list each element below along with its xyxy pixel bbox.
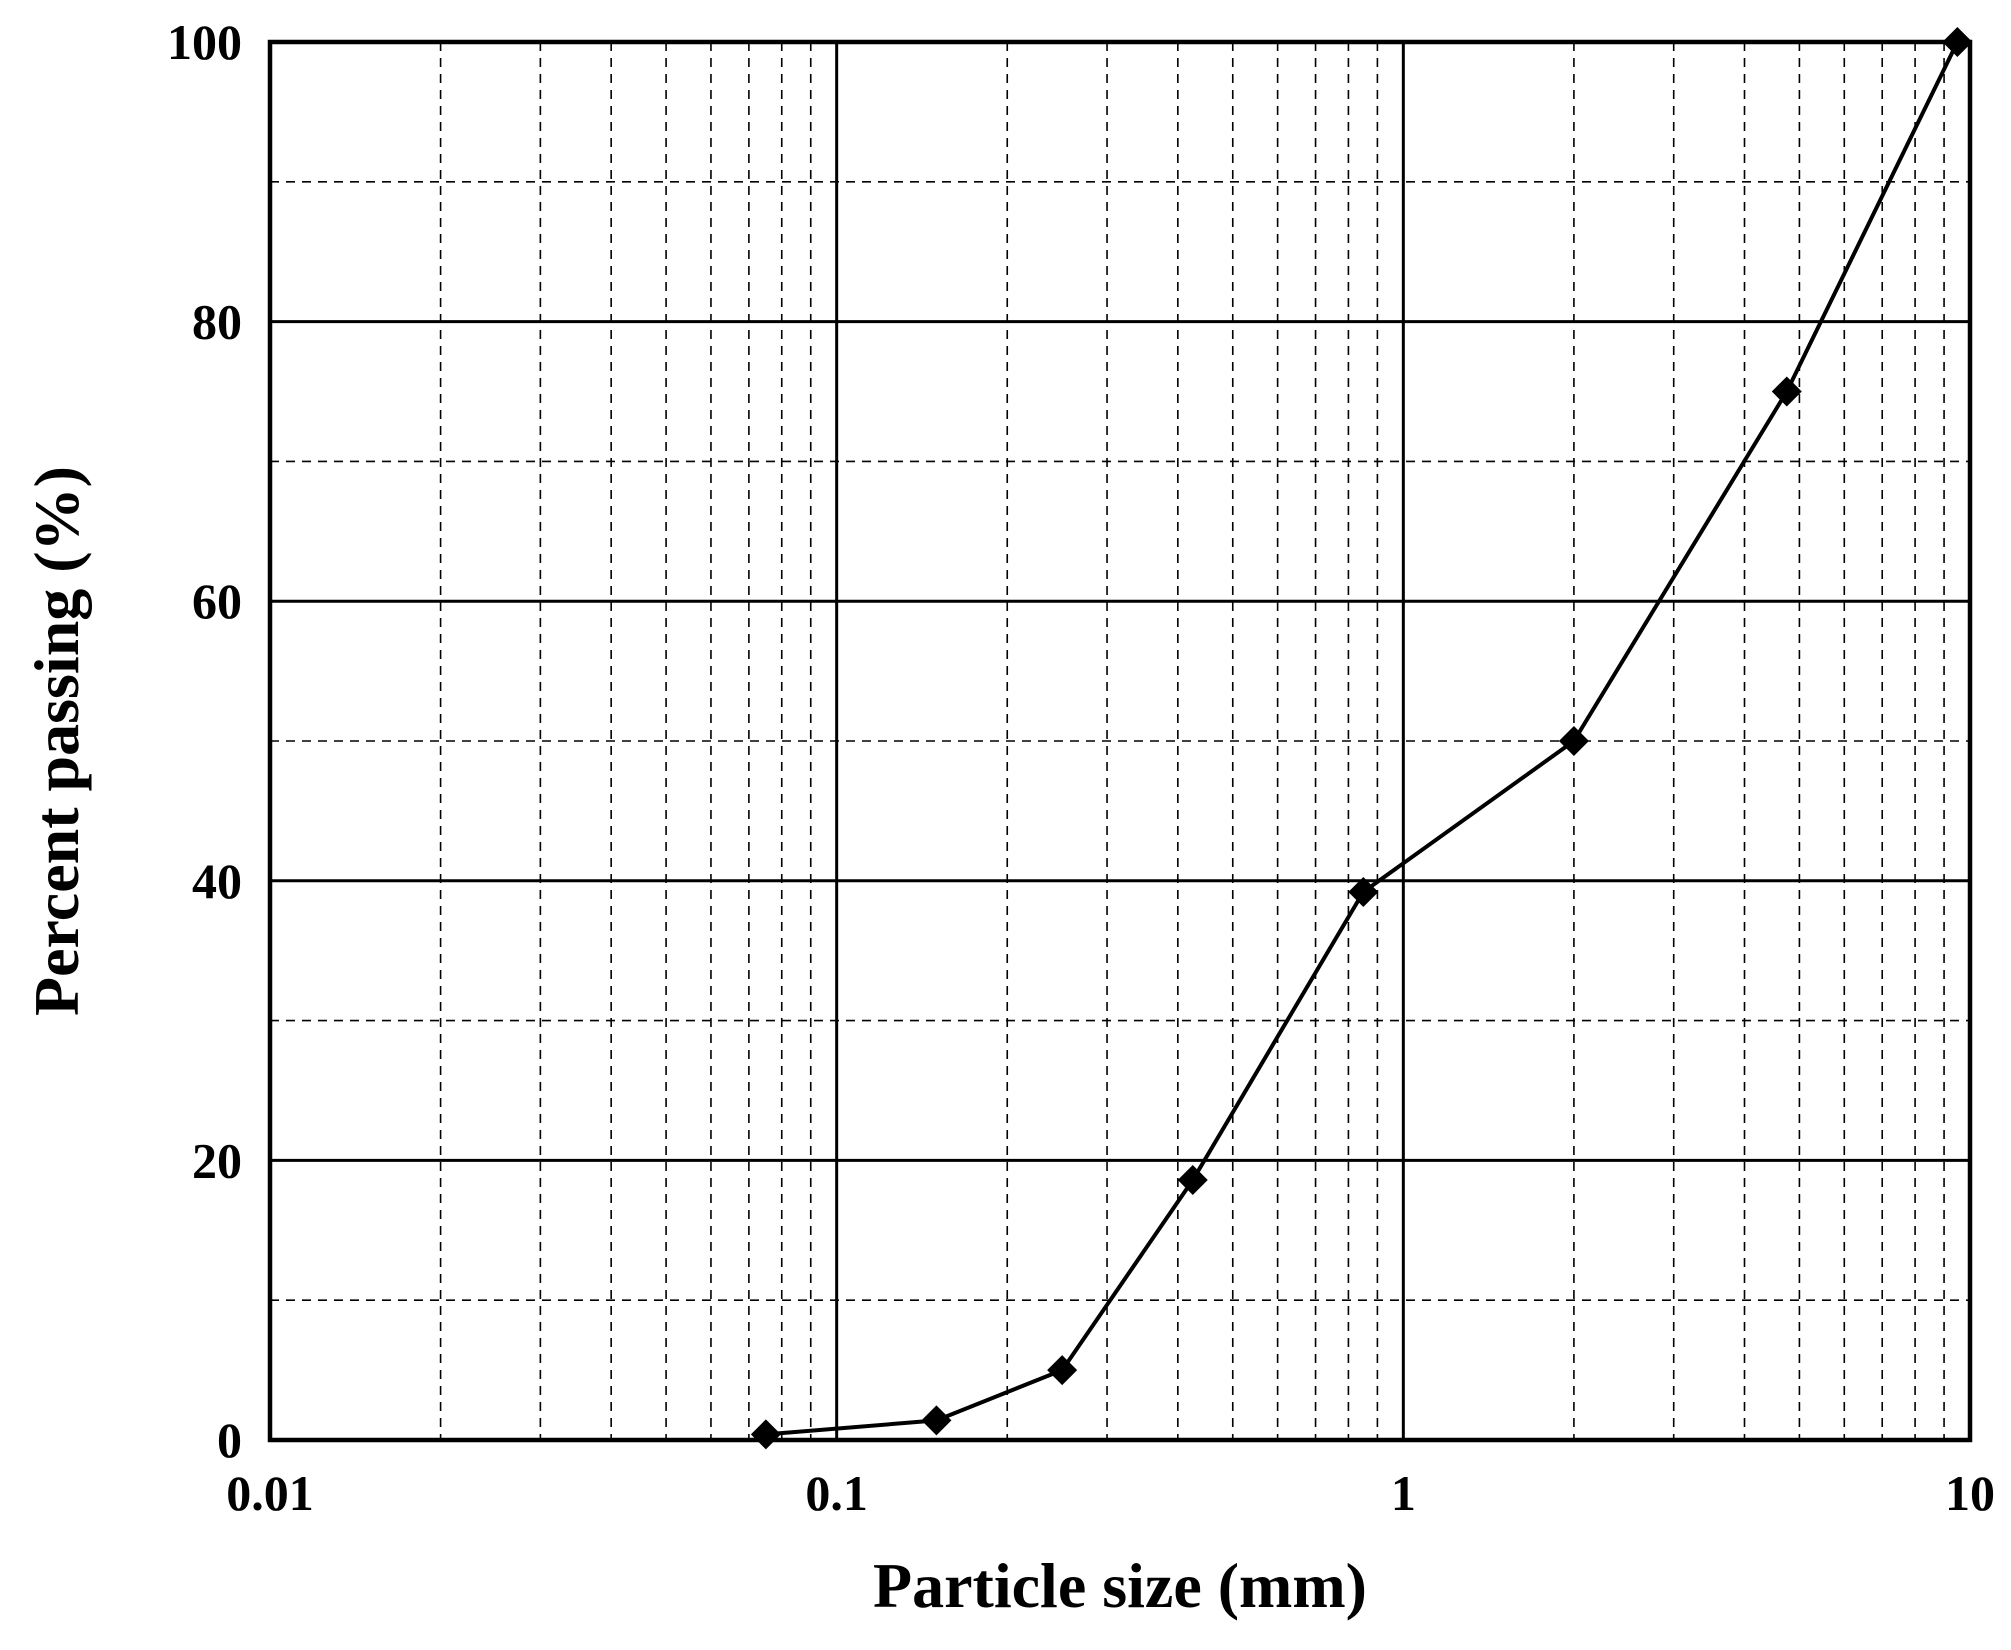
y-tick-label: 0 [217,1412,242,1468]
plot-area-frame [267,39,1973,1443]
data-point-marker [1771,376,1802,407]
x-axis-title: Particle size (mm) [873,1550,1367,1621]
y-tick-label: 20 [192,1132,242,1188]
data-point-marker [1047,1355,1078,1386]
series-layer [750,27,1973,1450]
minor-gridlines [270,42,1970,1440]
data-point-marker [1177,1164,1208,1195]
data-point-marker [1942,27,1973,57]
x-tick-label: 1 [1391,1465,1416,1521]
data-point-marker [921,1405,952,1436]
data-point-marker [1558,726,1589,756]
x-tick-label: 10 [1945,1465,1995,1521]
y-axis-title: Percent passing (%) [21,466,92,1016]
data-point-marker [1348,876,1379,907]
y-tick-label: 60 [192,573,242,629]
data-point-marker [750,1419,781,1450]
y-tick-label: 100 [167,14,242,70]
x-tick-label: 0.01 [226,1465,314,1521]
series-line [765,41,1960,1437]
x-axis-tick-labels: 0.01 0.1 1 10 [226,1465,1995,1521]
major-gridlines [270,42,1970,1440]
x-tick-label: 0.1 [805,1465,868,1521]
y-tick-label: 40 [192,853,242,909]
y-tick-label: 80 [192,294,242,350]
y-axis-tick-labels: 0 20 40 60 80 100 [167,14,242,1468]
